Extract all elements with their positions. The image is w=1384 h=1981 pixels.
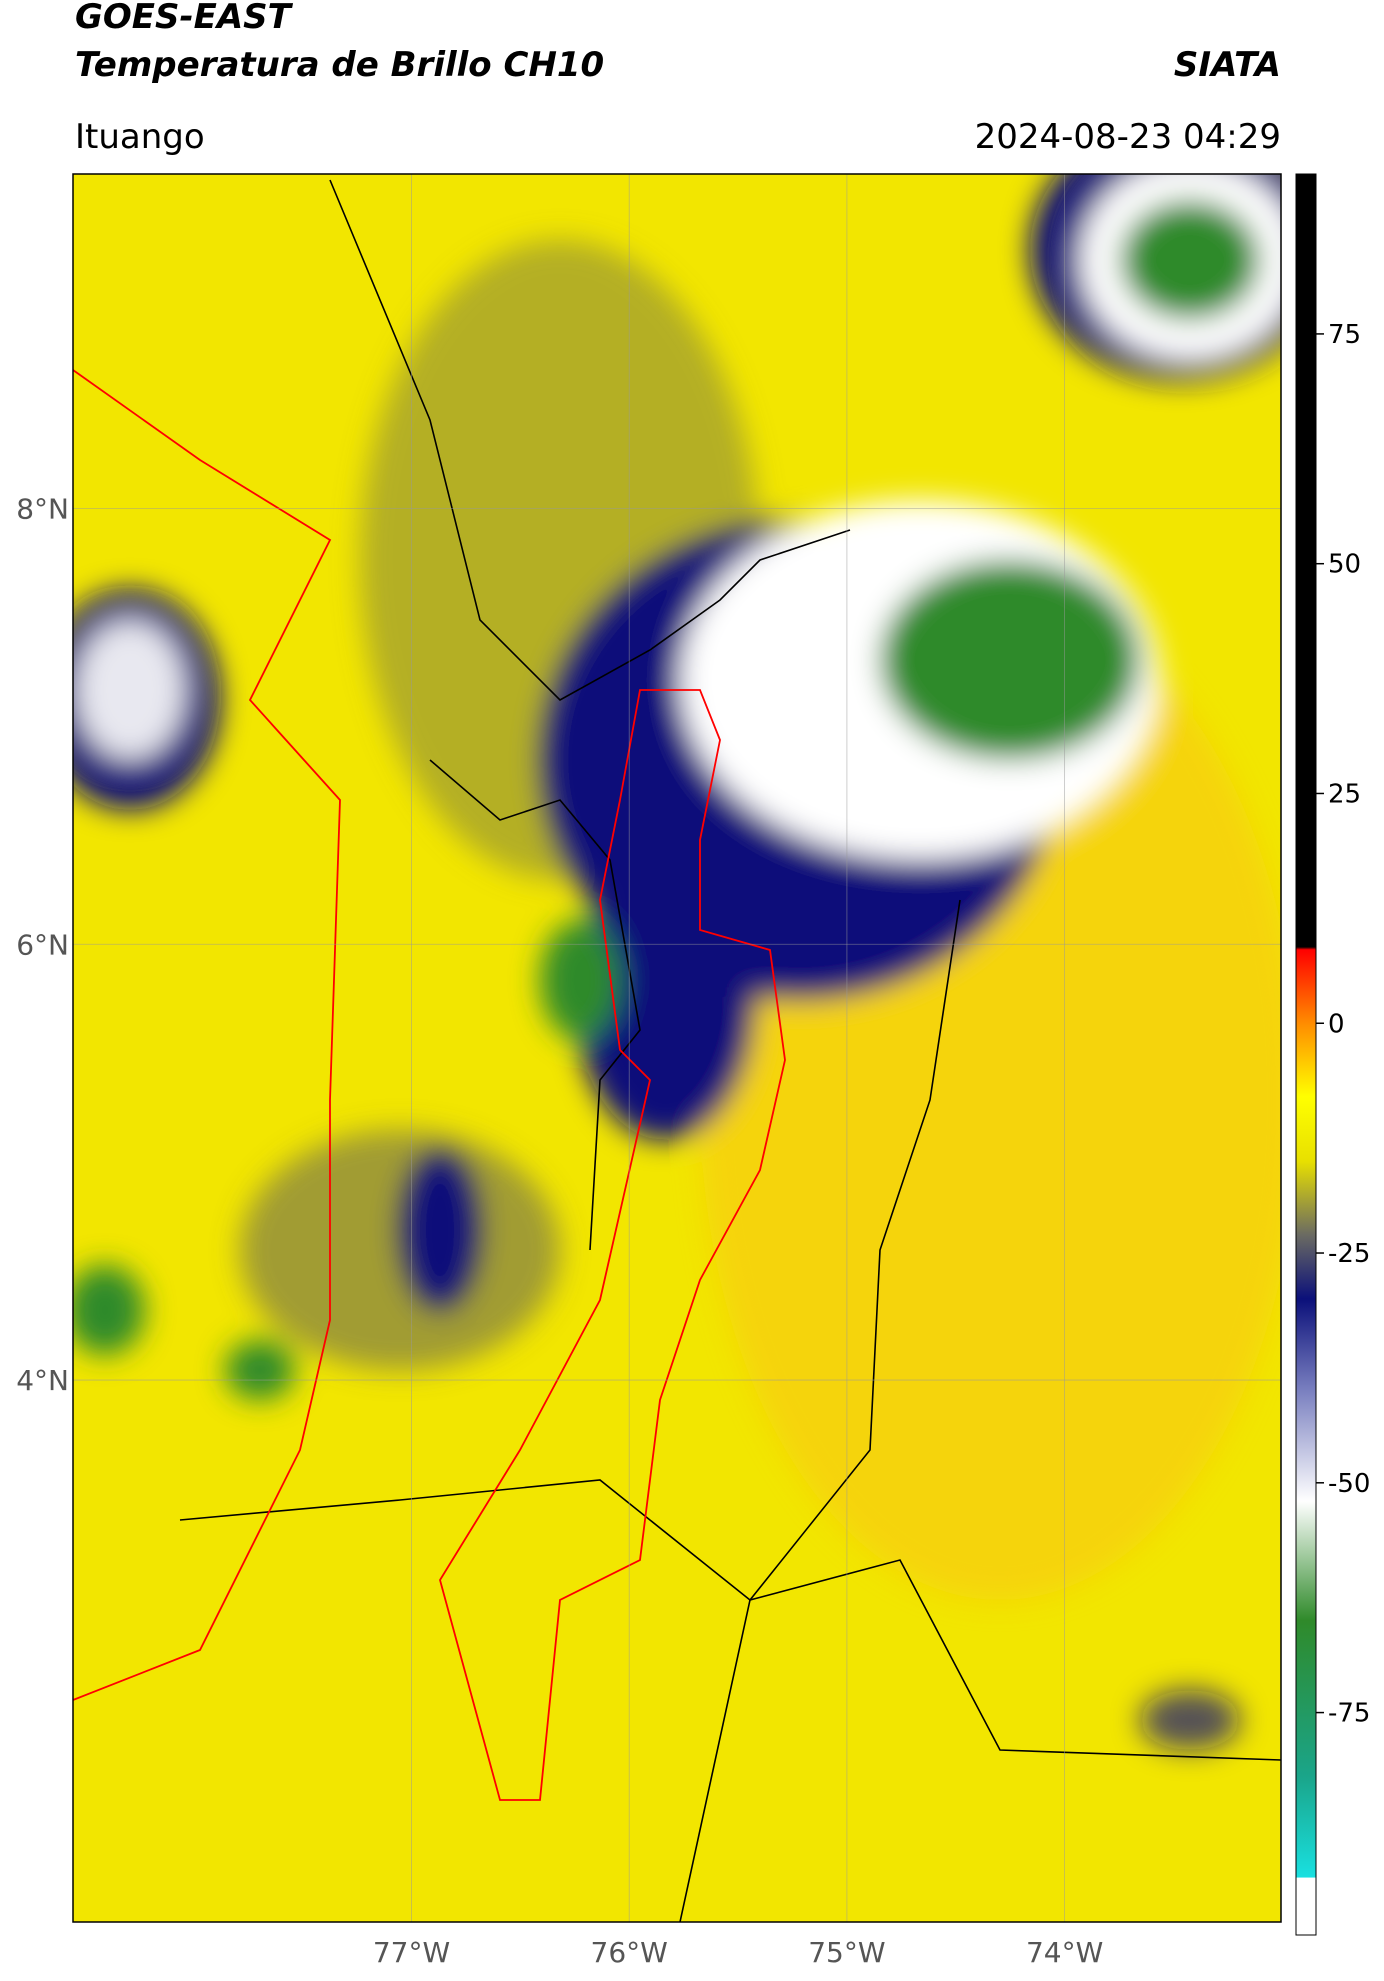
lat-tick-label: 8°N bbox=[16, 492, 69, 525]
colorbar-tick-label: -50 bbox=[1328, 1469, 1370, 1499]
colorbar-tick-label: -75 bbox=[1328, 1699, 1370, 1729]
title: GOES-EAST bbox=[75, 0, 294, 37]
location: Ituango bbox=[75, 117, 205, 157]
map bbox=[73, 174, 1281, 1922]
lon-tick-label: 76°W bbox=[591, 1936, 668, 1969]
colorbar-tick-label: 25 bbox=[1328, 779, 1361, 809]
colorbar-tick-label: -25 bbox=[1328, 1239, 1370, 1269]
source: SIATA bbox=[1174, 45, 1281, 85]
graticule bbox=[73, 174, 1281, 1922]
colorbar-tick-label: 0 bbox=[1328, 1009, 1345, 1039]
subtitle: Temperatura de Brillo CH10 bbox=[75, 45, 604, 85]
cloud-field bbox=[73, 174, 1281, 1750]
lon-tick-label: 74°W bbox=[1026, 1936, 1103, 1969]
borders bbox=[179, 179, 1281, 1922]
lon-tick-label: 75°W bbox=[808, 1936, 885, 1969]
colorbar bbox=[1295, 173, 1317, 1936]
map-frame bbox=[72, 173, 1282, 1923]
datetime: 2024-08-23 04:29 bbox=[975, 117, 1281, 157]
lat-tick-label: 4°N bbox=[16, 1364, 69, 1397]
department-border bbox=[73, 369, 786, 1801]
colorbar-tick-label: 50 bbox=[1328, 550, 1361, 580]
lon-tick-label: 77°W bbox=[373, 1936, 450, 1969]
colorbar-tick-label: 75 bbox=[1328, 320, 1361, 350]
lat-tick-label: 6°N bbox=[16, 928, 69, 961]
